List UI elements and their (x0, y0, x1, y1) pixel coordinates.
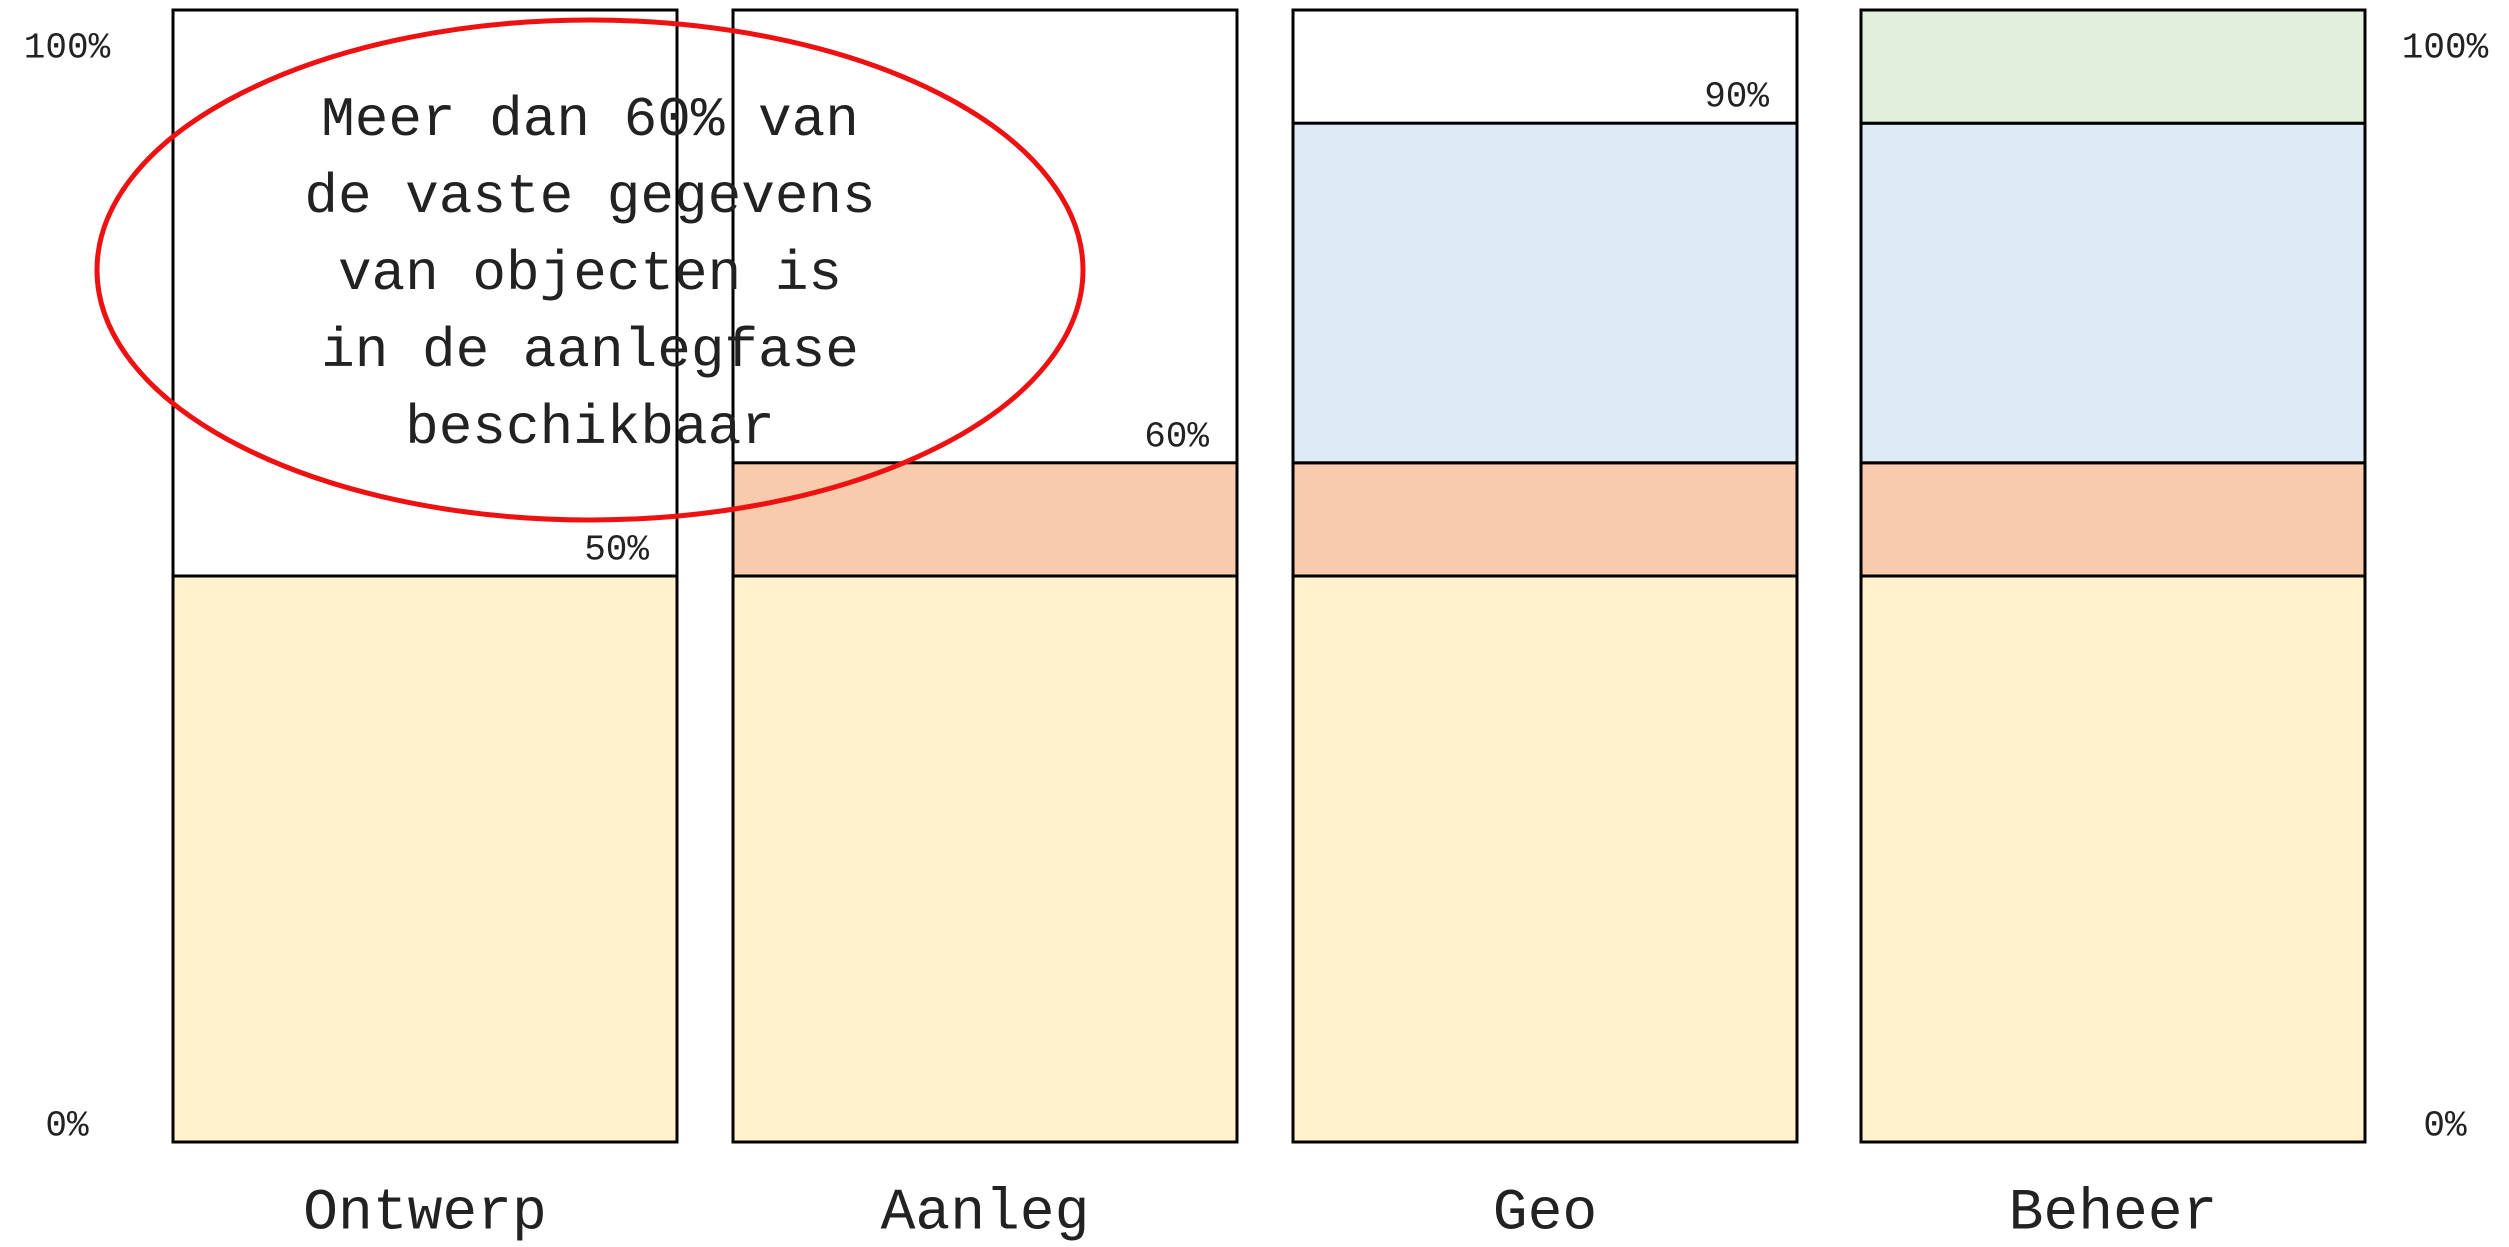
bar-frame (1291, 8, 1799, 1144)
value-annotation: 90% (1704, 77, 1769, 118)
value-annotation: 50% (584, 530, 649, 571)
bar-segment (1291, 461, 1799, 578)
bar-segment (1859, 121, 2367, 465)
x-tick-label: Aanleg (881, 1181, 1090, 1246)
bar-segment (1291, 574, 1799, 1144)
bar-segment (171, 574, 679, 1144)
x-tick-label: Beheer (2009, 1181, 2218, 1246)
callout-text: beschikbaar (405, 396, 775, 460)
y-tick-label: 100% (24, 28, 111, 69)
bar-segment (1859, 461, 2367, 578)
callout-text: in de aanlegfase (321, 319, 859, 383)
value-annotation: 60% (1144, 416, 1209, 457)
bar-segment (1291, 121, 1799, 465)
x-tick-label: Ontwerp (303, 1181, 547, 1246)
y-tick-label: 0% (45, 1106, 89, 1147)
callout-text: van objecten is (338, 242, 842, 306)
bar-frame (171, 8, 679, 1144)
callout-text: Meer dan 60% van (321, 88, 859, 152)
callout-ellipse (94, 17, 1086, 523)
bar-segment (731, 574, 1239, 1144)
bar-segment (731, 461, 1239, 578)
y-tick-label: 100% (2402, 28, 2489, 69)
callout-text: de vaste gegevens (304, 165, 875, 229)
bar-frame (1859, 8, 2367, 1144)
x-tick-label: Geo (1493, 1181, 1597, 1246)
bar-frame (731, 8, 1239, 1144)
bar-segment (1859, 8, 2367, 125)
y-tick-label: 0% (2423, 1106, 2467, 1147)
bar-segment (1859, 574, 2367, 1144)
